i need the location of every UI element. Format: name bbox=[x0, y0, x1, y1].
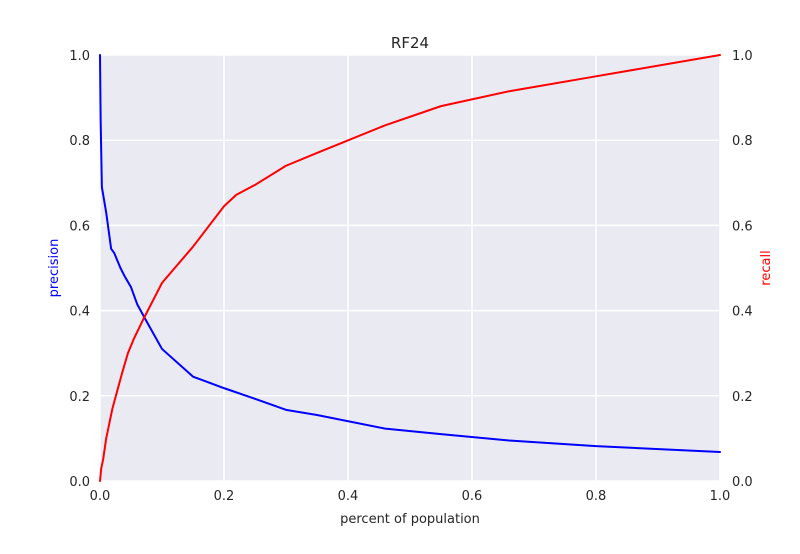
y-axis-right-label: recall bbox=[759, 250, 774, 285]
y-left-tick-label: 0.0 bbox=[69, 475, 90, 490]
y-left-tick-label: 0.8 bbox=[69, 134, 90, 149]
y-right-tick-label: 0.4 bbox=[732, 305, 753, 320]
y-left-tick-label: 0.4 bbox=[69, 305, 90, 320]
y-left-tick-label: 1.0 bbox=[69, 49, 90, 64]
x-tick-label: 0.6 bbox=[462, 489, 483, 504]
x-axis-label: percent of population bbox=[340, 512, 480, 527]
x-tick-label: 0.0 bbox=[90, 489, 111, 504]
y-left-tick-label: 0.6 bbox=[69, 219, 90, 234]
y-right-tick-label: 0.6 bbox=[732, 219, 753, 234]
chart-title: RF24 bbox=[391, 34, 429, 52]
y-right-tick-label: 0.2 bbox=[732, 390, 753, 405]
x-tick-label: 0.2 bbox=[214, 489, 235, 504]
y-right-tick-label: 0.8 bbox=[732, 134, 753, 149]
y-right-tick-label: 1.0 bbox=[732, 49, 753, 64]
y-left-tick-label: 0.2 bbox=[69, 390, 90, 405]
y-right-tick-label: 0.0 bbox=[732, 475, 753, 490]
x-tick-label: 1.0 bbox=[710, 489, 731, 504]
plot-area bbox=[100, 55, 720, 481]
x-tick-label: 0.8 bbox=[586, 489, 607, 504]
x-tick-label: 0.4 bbox=[338, 489, 359, 504]
y-axis-left-label: precision bbox=[47, 239, 62, 298]
